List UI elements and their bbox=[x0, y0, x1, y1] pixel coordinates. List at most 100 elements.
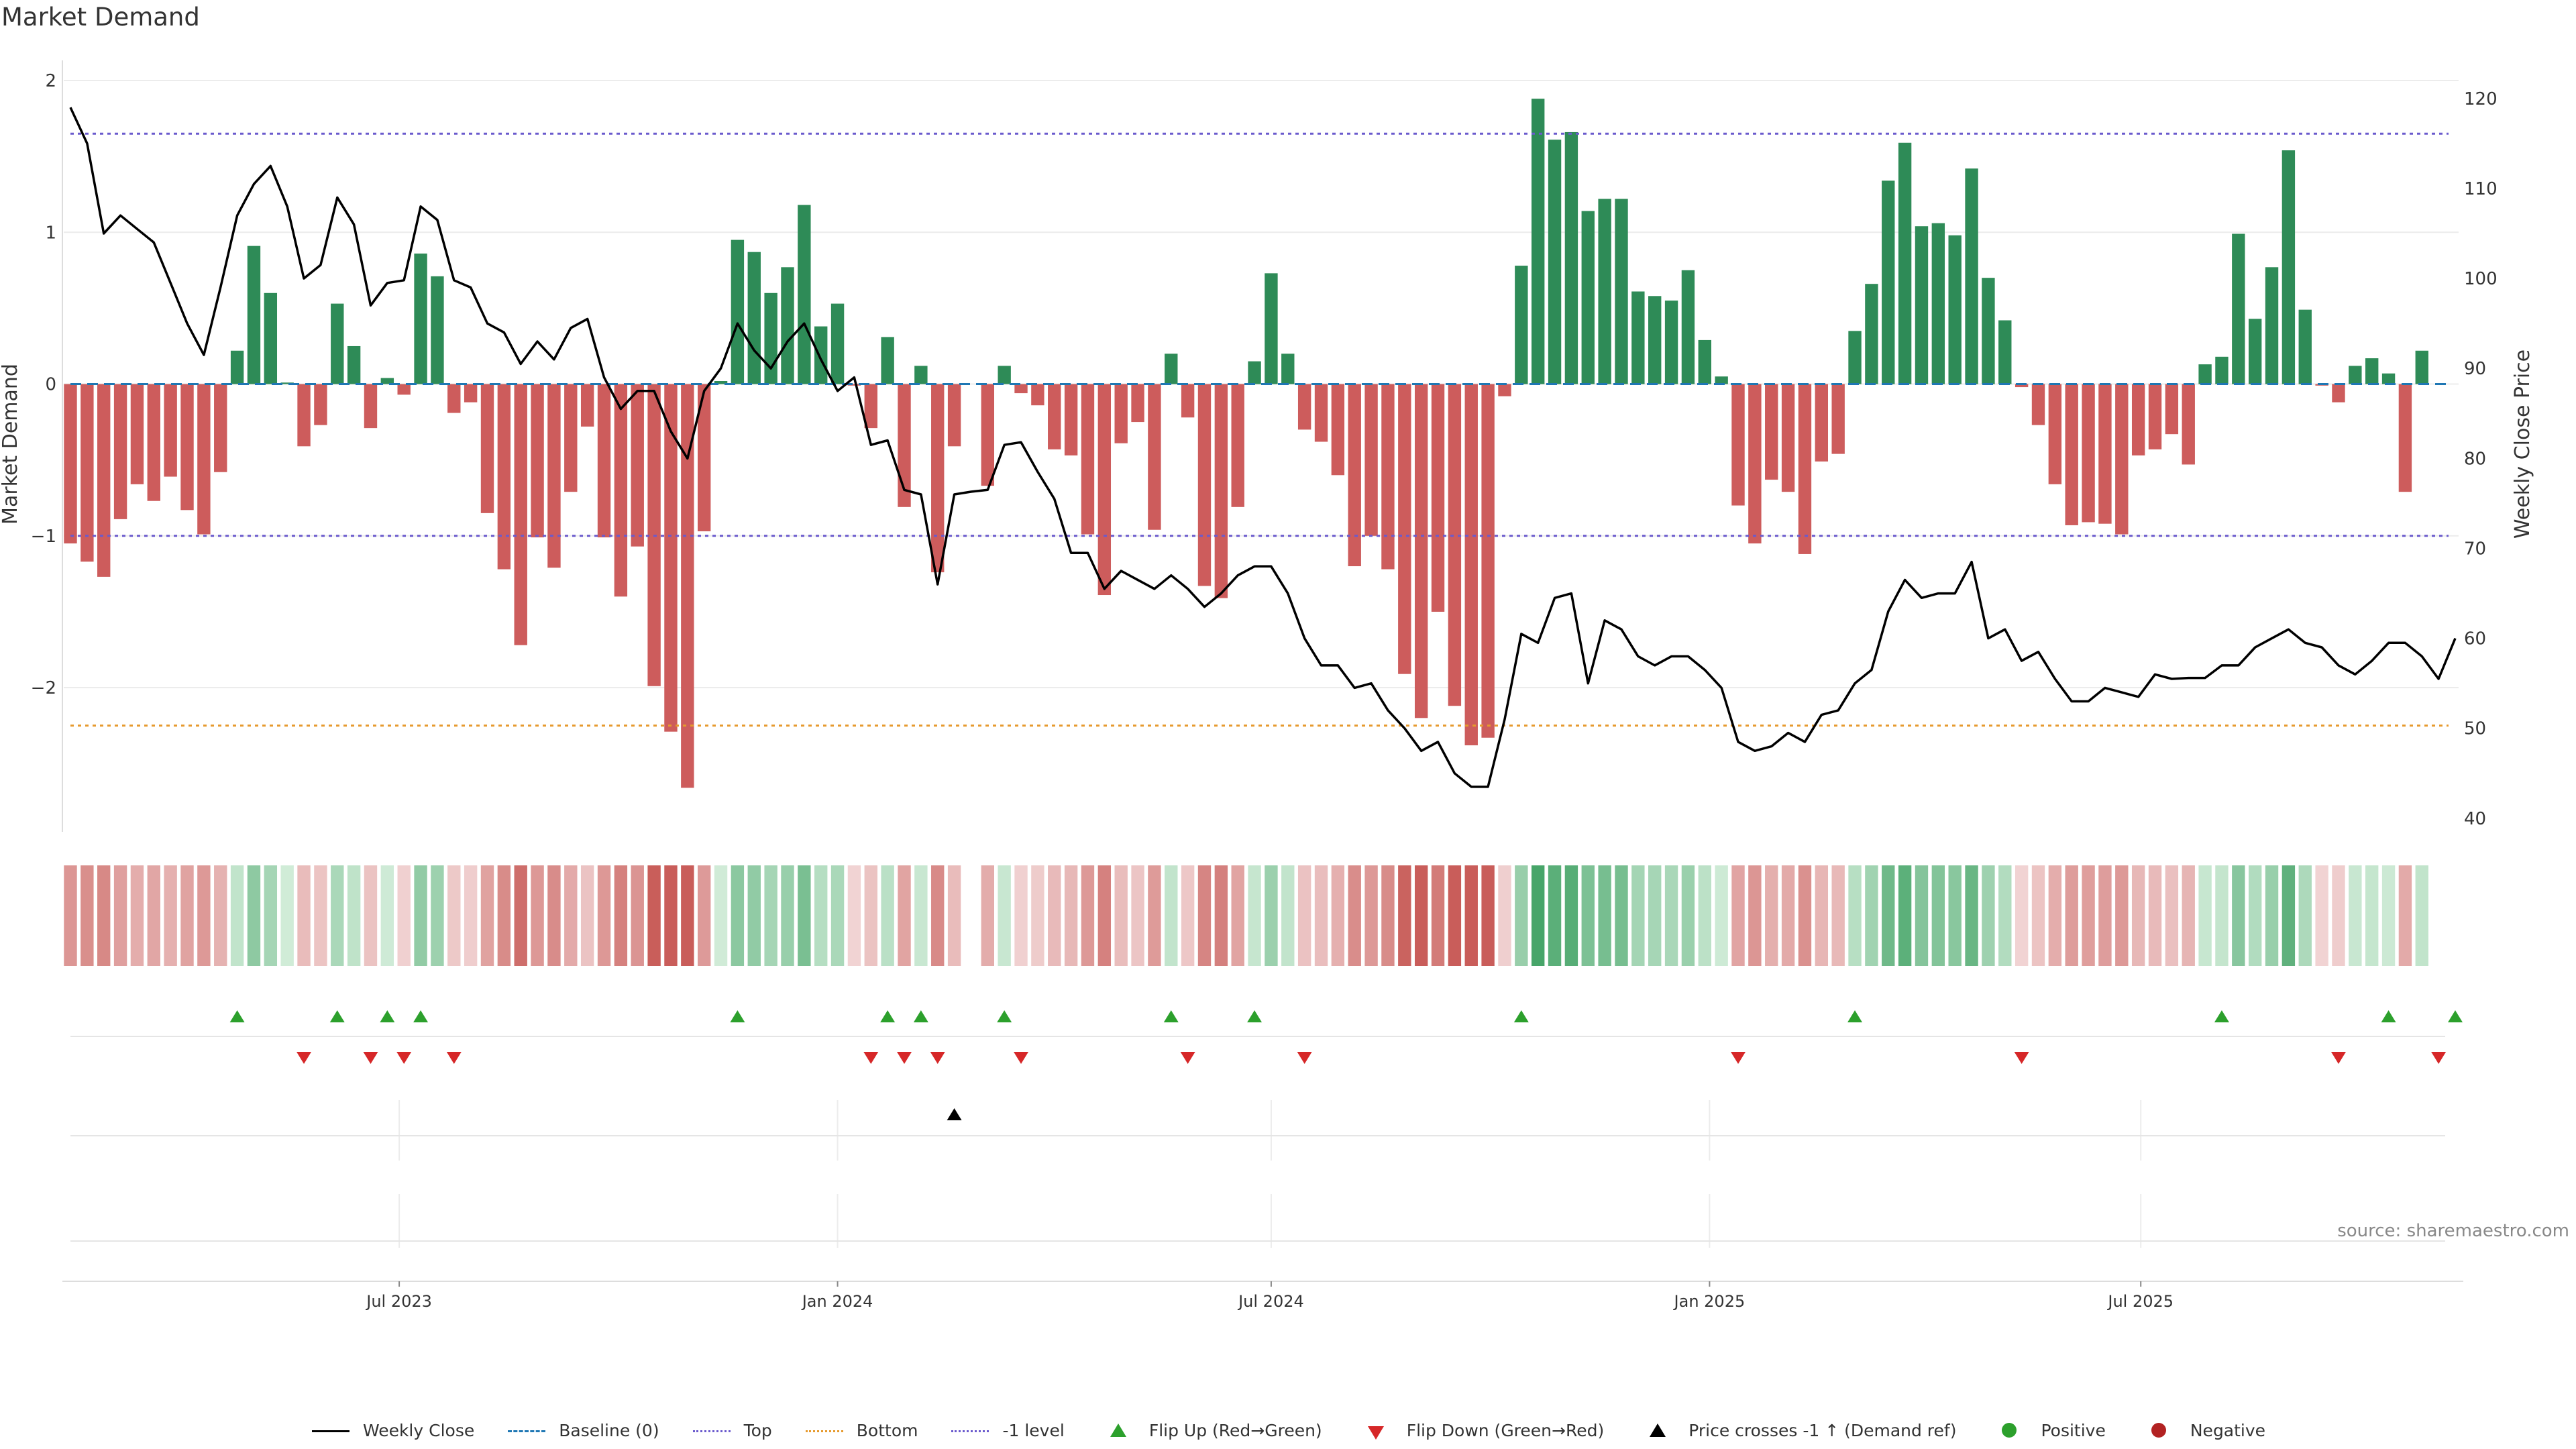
heat-cell bbox=[2381, 865, 2396, 966]
x-tick-label: Jul 2023 bbox=[365, 1292, 432, 1311]
demand-bar bbox=[331, 303, 344, 384]
legend-item: Positive bbox=[1988, 1421, 2106, 1440]
heat-cell bbox=[1648, 865, 1662, 966]
heat-cell bbox=[347, 865, 361, 966]
x-tick-label: Jan 2025 bbox=[1673, 1292, 1746, 1311]
flip-down-marker bbox=[1297, 1052, 1312, 1064]
heat-cell bbox=[2332, 865, 2345, 966]
heat-cell bbox=[1448, 865, 1462, 966]
heat-cell bbox=[981, 865, 995, 966]
heat-cell bbox=[1214, 865, 1228, 966]
heat-cell bbox=[998, 865, 1011, 966]
heat-cell bbox=[798, 865, 811, 966]
demand-bar bbox=[580, 384, 594, 427]
flip-up-marker bbox=[880, 1010, 896, 1022]
heat-cell bbox=[1965, 865, 1978, 966]
heat-cell bbox=[414, 865, 427, 966]
demand-bar bbox=[898, 384, 911, 507]
heat-cell bbox=[1548, 865, 1562, 966]
heat-cell bbox=[1698, 865, 1711, 966]
demand-bar bbox=[2232, 233, 2245, 384]
demand-bar bbox=[1381, 384, 1395, 570]
demand-bars bbox=[64, 99, 2428, 788]
x-tick-label: Jan 2024 bbox=[801, 1292, 873, 1311]
heat-cell bbox=[2131, 865, 2145, 966]
demand-bar bbox=[1331, 384, 1345, 476]
legend-swatch bbox=[804, 1422, 845, 1440]
demand-bar bbox=[1464, 384, 1478, 746]
weekly-close-line bbox=[69, 107, 2457, 788]
demand-bar bbox=[1148, 384, 1161, 530]
heat-cell bbox=[914, 865, 928, 966]
heat-cell bbox=[2015, 865, 2029, 966]
heat-cell bbox=[947, 865, 961, 966]
heat-cell bbox=[1481, 865, 1495, 966]
heat-cell bbox=[1281, 865, 1295, 966]
y-tick-label: 0 bbox=[45, 375, 56, 395]
demand-bar bbox=[2115, 384, 2129, 535]
heat-cell bbox=[2349, 865, 2362, 966]
flip-up-marker bbox=[730, 1010, 745, 1022]
flip-markers bbox=[70, 1010, 2463, 1242]
x-tick-label: Jul 2025 bbox=[2106, 1292, 2174, 1311]
heat-cell bbox=[2082, 865, 2095, 966]
heat-cell bbox=[2065, 865, 2078, 966]
flip-down-marker bbox=[930, 1052, 945, 1064]
legend-swatch bbox=[1354, 1422, 1395, 1440]
demand-bar bbox=[113, 384, 127, 519]
demand-bar bbox=[464, 384, 478, 402]
y2-tick-label: 110 bbox=[2464, 179, 2498, 199]
heat-cell bbox=[647, 865, 661, 966]
demand-bar bbox=[1931, 223, 1945, 384]
heat-cell bbox=[697, 865, 711, 966]
flip-up-marker bbox=[413, 1010, 429, 1022]
legend-swatch bbox=[506, 1422, 547, 1440]
flip-down-marker bbox=[1180, 1052, 1195, 1064]
heat-cell bbox=[1715, 865, 1728, 966]
demand-bar bbox=[431, 276, 444, 384]
demand-bar bbox=[1031, 384, 1044, 406]
heat-cell bbox=[847, 865, 861, 966]
heat-cell bbox=[1265, 865, 1278, 966]
heat-cell bbox=[2165, 865, 2179, 966]
flip-up-marker bbox=[229, 1010, 245, 1022]
demand-bar bbox=[1615, 199, 1628, 384]
demand-bar bbox=[1481, 384, 1495, 738]
demand-bar bbox=[681, 384, 694, 788]
demand-bar bbox=[447, 384, 461, 413]
legend-swatch bbox=[2138, 1422, 2178, 1440]
demand-bar bbox=[514, 384, 527, 645]
demand-bar bbox=[747, 252, 761, 384]
heat-cell bbox=[130, 865, 144, 966]
weekly-close-line bbox=[69, 107, 2457, 788]
demand-bar bbox=[1648, 296, 1662, 384]
heat-cell bbox=[2232, 865, 2245, 966]
demand-bar bbox=[1664, 301, 1678, 384]
heat-cell bbox=[1882, 865, 1895, 966]
demand-bar bbox=[1348, 384, 1361, 567]
heat-cell bbox=[464, 865, 478, 966]
heat-cell bbox=[1982, 865, 1995, 966]
axes: Jul 2023 Jan 2024 Jul 2024 Jan 2025 Jul 2025… bbox=[0, 71, 2534, 1311]
demand-bar bbox=[1364, 384, 1378, 536]
demand-bar bbox=[480, 384, 494, 513]
heat-cell bbox=[664, 865, 678, 966]
y2-tick-label: 60 bbox=[2464, 629, 2486, 649]
heat-cell bbox=[1064, 865, 1078, 966]
y2-tick-label: 80 bbox=[2464, 449, 2486, 469]
demand-bar bbox=[547, 384, 561, 568]
demand-bar bbox=[714, 381, 728, 384]
demand-heat-strip bbox=[64, 865, 2428, 966]
source-note: source: sharemaestro.com bbox=[2337, 1221, 2569, 1241]
demand-bar bbox=[847, 384, 861, 386]
heat-cell bbox=[514, 865, 527, 966]
demand-bar bbox=[2298, 309, 2312, 384]
y2-axis-label: Weekly Close Price bbox=[2511, 350, 2534, 539]
heat-cell bbox=[731, 865, 745, 966]
demand-bar bbox=[2131, 384, 2145, 455]
y2-tick-label: 70 bbox=[2464, 539, 2486, 559]
heat-cell bbox=[180, 865, 194, 966]
heat-cell bbox=[1531, 865, 1545, 966]
demand-bar bbox=[1431, 384, 1445, 612]
y2-tick-label: 120 bbox=[2464, 89, 2498, 109]
